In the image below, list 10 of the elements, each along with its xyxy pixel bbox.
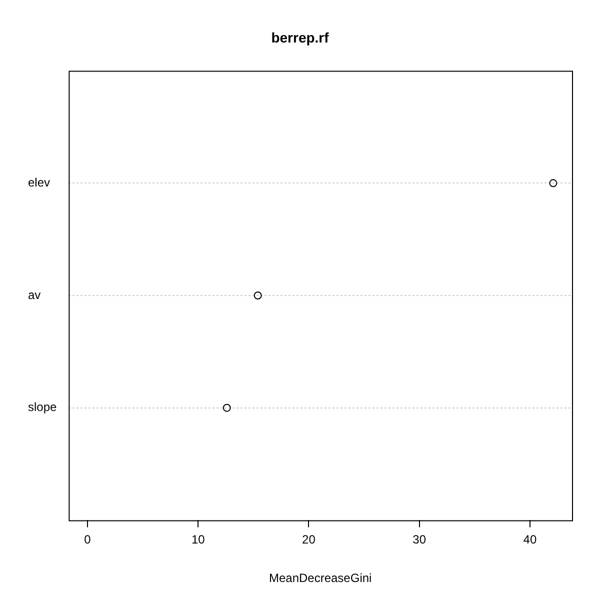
x-tick-label: 10 bbox=[191, 532, 206, 547]
x-tick-label: 20 bbox=[302, 532, 316, 547]
chart-title: berrep.rf bbox=[271, 29, 330, 46]
y-tick-label: av bbox=[28, 288, 41, 302]
y-tick-label: slope bbox=[28, 400, 58, 414]
x-axis-title: MeanDecreaseGini bbox=[268, 571, 372, 586]
x-tick-label: 40 bbox=[523, 532, 537, 547]
x-tick-label: 30 bbox=[412, 532, 426, 547]
x-tick-label: 0 bbox=[84, 532, 92, 547]
y-tick-label: elev bbox=[28, 175, 50, 190]
